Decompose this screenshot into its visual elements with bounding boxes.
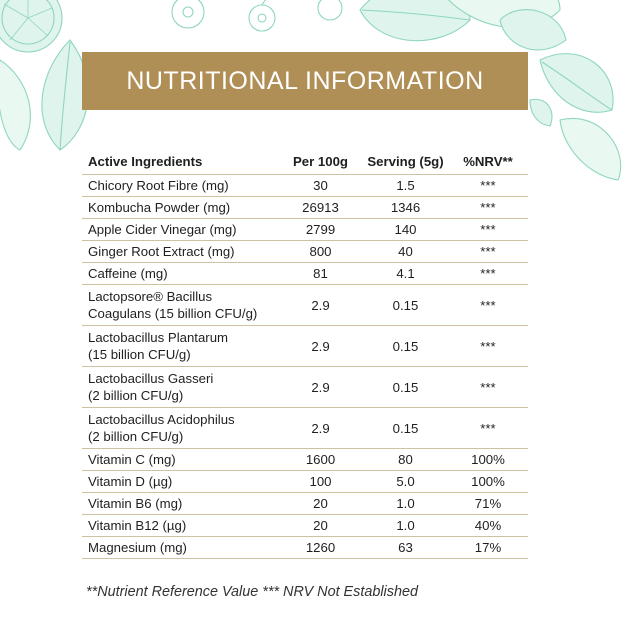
per-100g-value: 2.9 [278,407,363,449]
per-100g-value: 2.9 [278,366,363,408]
column-header-ingredients: Active Ingredients [82,148,278,175]
table-row: Lactobacillus Plantarum (15 billion CFU/g… [82,325,528,367]
table-row: Kombucha Powder (mg) 26913 1346 *** [82,196,528,219]
nrv-value: *** [448,366,528,408]
ingredient-name-line: Vitamin C (mg) [88,452,176,467]
nutrition-panel: Active Ingredients Per 100g Serving (5g)… [82,148,528,566]
serving-value: 1346 [363,196,448,219]
per-100g-value: 800 [278,240,363,263]
table-row: Apple Cider Vinegar (mg) 2799 140 *** [82,218,528,241]
ingredient-name-line: Lactobacillus Gasseri [88,371,214,386]
nrv-value: *** [448,240,528,263]
table-row: Ginger Root Extract (mg) 800 40 *** [82,240,528,263]
ingredient-name: Chicory Root Fibre (mg) [82,174,278,197]
table-row: Vitamin D (µg) 100 5.0 100% [82,470,528,493]
serving-value: 0.15 [363,325,448,367]
nutrition-table: Active Ingredients Per 100g Serving (5g)… [82,148,528,559]
per-100g-value: 81 [278,262,363,285]
table-row: Lactobacillus Acidophilus (2 billion CFU/… [82,407,528,449]
serving-value: 1.5 [363,174,448,197]
footnote: **Nutrient Reference Value *** NRV Not E… [86,584,418,600]
ingredient-name-line: Vitamin D (µg) [88,474,173,489]
per-100g-value: 100 [278,470,363,493]
page-title: NUTRITIONAL INFORMATION [126,66,484,95]
per-100g-value: 26913 [278,196,363,219]
ingredient-name: Lactobacillus Plantarum (15 billion CFU/g… [82,325,278,367]
ingredient-name-line: Lactobacillus Plantarum [88,330,229,345]
per-100g-value: 1260 [278,536,363,559]
serving-value: 0.15 [363,407,448,449]
ingredient-name-line: (2 billion CFU/g) [88,429,184,444]
ingredient-name: Vitamin B12 (µg) [82,514,278,537]
ingredient-name-line: Kombucha Powder (mg) [88,200,231,215]
nrv-value: *** [448,196,528,219]
per-100g-value: 20 [278,492,363,515]
per-100g-value: 2799 [278,218,363,241]
ingredient-name: Vitamin D (µg) [82,470,278,493]
serving-value: 1.0 [363,514,448,537]
ingredient-name: Kombucha Powder (mg) [82,196,278,219]
ingredient-name: Magnesium (mg) [82,536,278,559]
serving-value: 5.0 [363,470,448,493]
table-header-row: Active Ingredients Per 100g Serving (5g)… [82,148,528,175]
per-100g-value: 2.9 [278,284,363,326]
serving-value: 1.0 [363,492,448,515]
ingredient-name-line: Vitamin B6 (mg) [88,496,183,511]
ingredient-name: Lactobacillus Gasseri (2 billion CFU/g) [82,366,278,408]
ingredient-name: Lactobacillus Acidophilus (2 billion CFU/… [82,407,278,449]
serving-value: 80 [363,448,448,471]
per-100g-value: 1600 [278,448,363,471]
title-banner: NUTRITIONAL INFORMATION [82,52,528,110]
ingredient-name-line: Lactopsore® Bacillus [88,289,213,304]
per-100g-value: 20 [278,514,363,537]
column-header-serving: Serving (5g) [363,148,448,175]
nrv-value: *** [448,407,528,449]
ingredient-name-line: Apple Cider Vinegar (mg) [88,222,237,237]
table-row: Vitamin B6 (mg) 20 1.0 71% [82,492,528,515]
ingredient-name: Vitamin C (mg) [82,448,278,471]
nrv-value: *** [448,174,528,197]
nrv-value: *** [448,218,528,241]
column-header-per-100g: Per 100g [278,148,363,175]
serving-value: 140 [363,218,448,241]
table-row: Caffeine (mg) 81 4.1 *** [82,262,528,285]
nrv-value: 17% [448,536,528,559]
nrv-value: 40% [448,514,528,537]
serving-value: 40 [363,240,448,263]
ingredient-name-line: Magnesium (mg) [88,540,187,555]
nrv-value: *** [448,284,528,326]
serving-value: 0.15 [363,284,448,326]
serving-value: 63 [363,536,448,559]
ingredient-name-line: Caffeine (mg) [88,266,168,281]
serving-value: 4.1 [363,262,448,285]
serving-value: 0.15 [363,366,448,408]
nrv-value: *** [448,325,528,367]
ingredient-name: Vitamin B6 (mg) [82,492,278,515]
table-row: Chicory Root Fibre (mg) 30 1.5 *** [82,174,528,197]
table-row: Vitamin B12 (µg) 20 1.0 40% [82,514,528,537]
column-header-nrv: %NRV** [448,148,528,175]
ingredient-name-line: Chicory Root Fibre (mg) [88,178,229,193]
ingredient-name-line: Vitamin B12 (µg) [88,518,187,533]
ingredient-name: Ginger Root Extract (mg) [82,240,278,263]
per-100g-value: 30 [278,174,363,197]
table-row: Vitamin C (mg) 1600 80 100% [82,448,528,471]
nrv-value: 100% [448,448,528,471]
ingredient-name: Apple Cider Vinegar (mg) [82,218,278,241]
ingredient-name: Caffeine (mg) [82,262,278,285]
ingredient-name-line: Lactobacillus Acidophilus [88,412,235,427]
ingredient-name-line: (2 billion CFU/g) [88,388,184,403]
ingredient-name: Lactopsore® Bacillus Coagulans (15 billio… [82,284,278,326]
per-100g-value: 2.9 [278,325,363,367]
ingredient-name-line: (15 billion CFU/g) [88,347,191,362]
nrv-value: 100% [448,470,528,493]
ingredient-name-line: Ginger Root Extract (mg) [88,244,235,259]
table-row: Lactopsore® Bacillus Coagulans (15 billio… [82,284,528,326]
table-row: Magnesium (mg) 1260 63 17% [82,536,528,559]
nrv-value: 71% [448,492,528,515]
nrv-value: *** [448,262,528,285]
ingredient-name-line: Coagulans (15 billion CFU/g) [88,306,258,321]
table-row: Lactobacillus Gasseri (2 billion CFU/g) 2.… [82,366,528,408]
